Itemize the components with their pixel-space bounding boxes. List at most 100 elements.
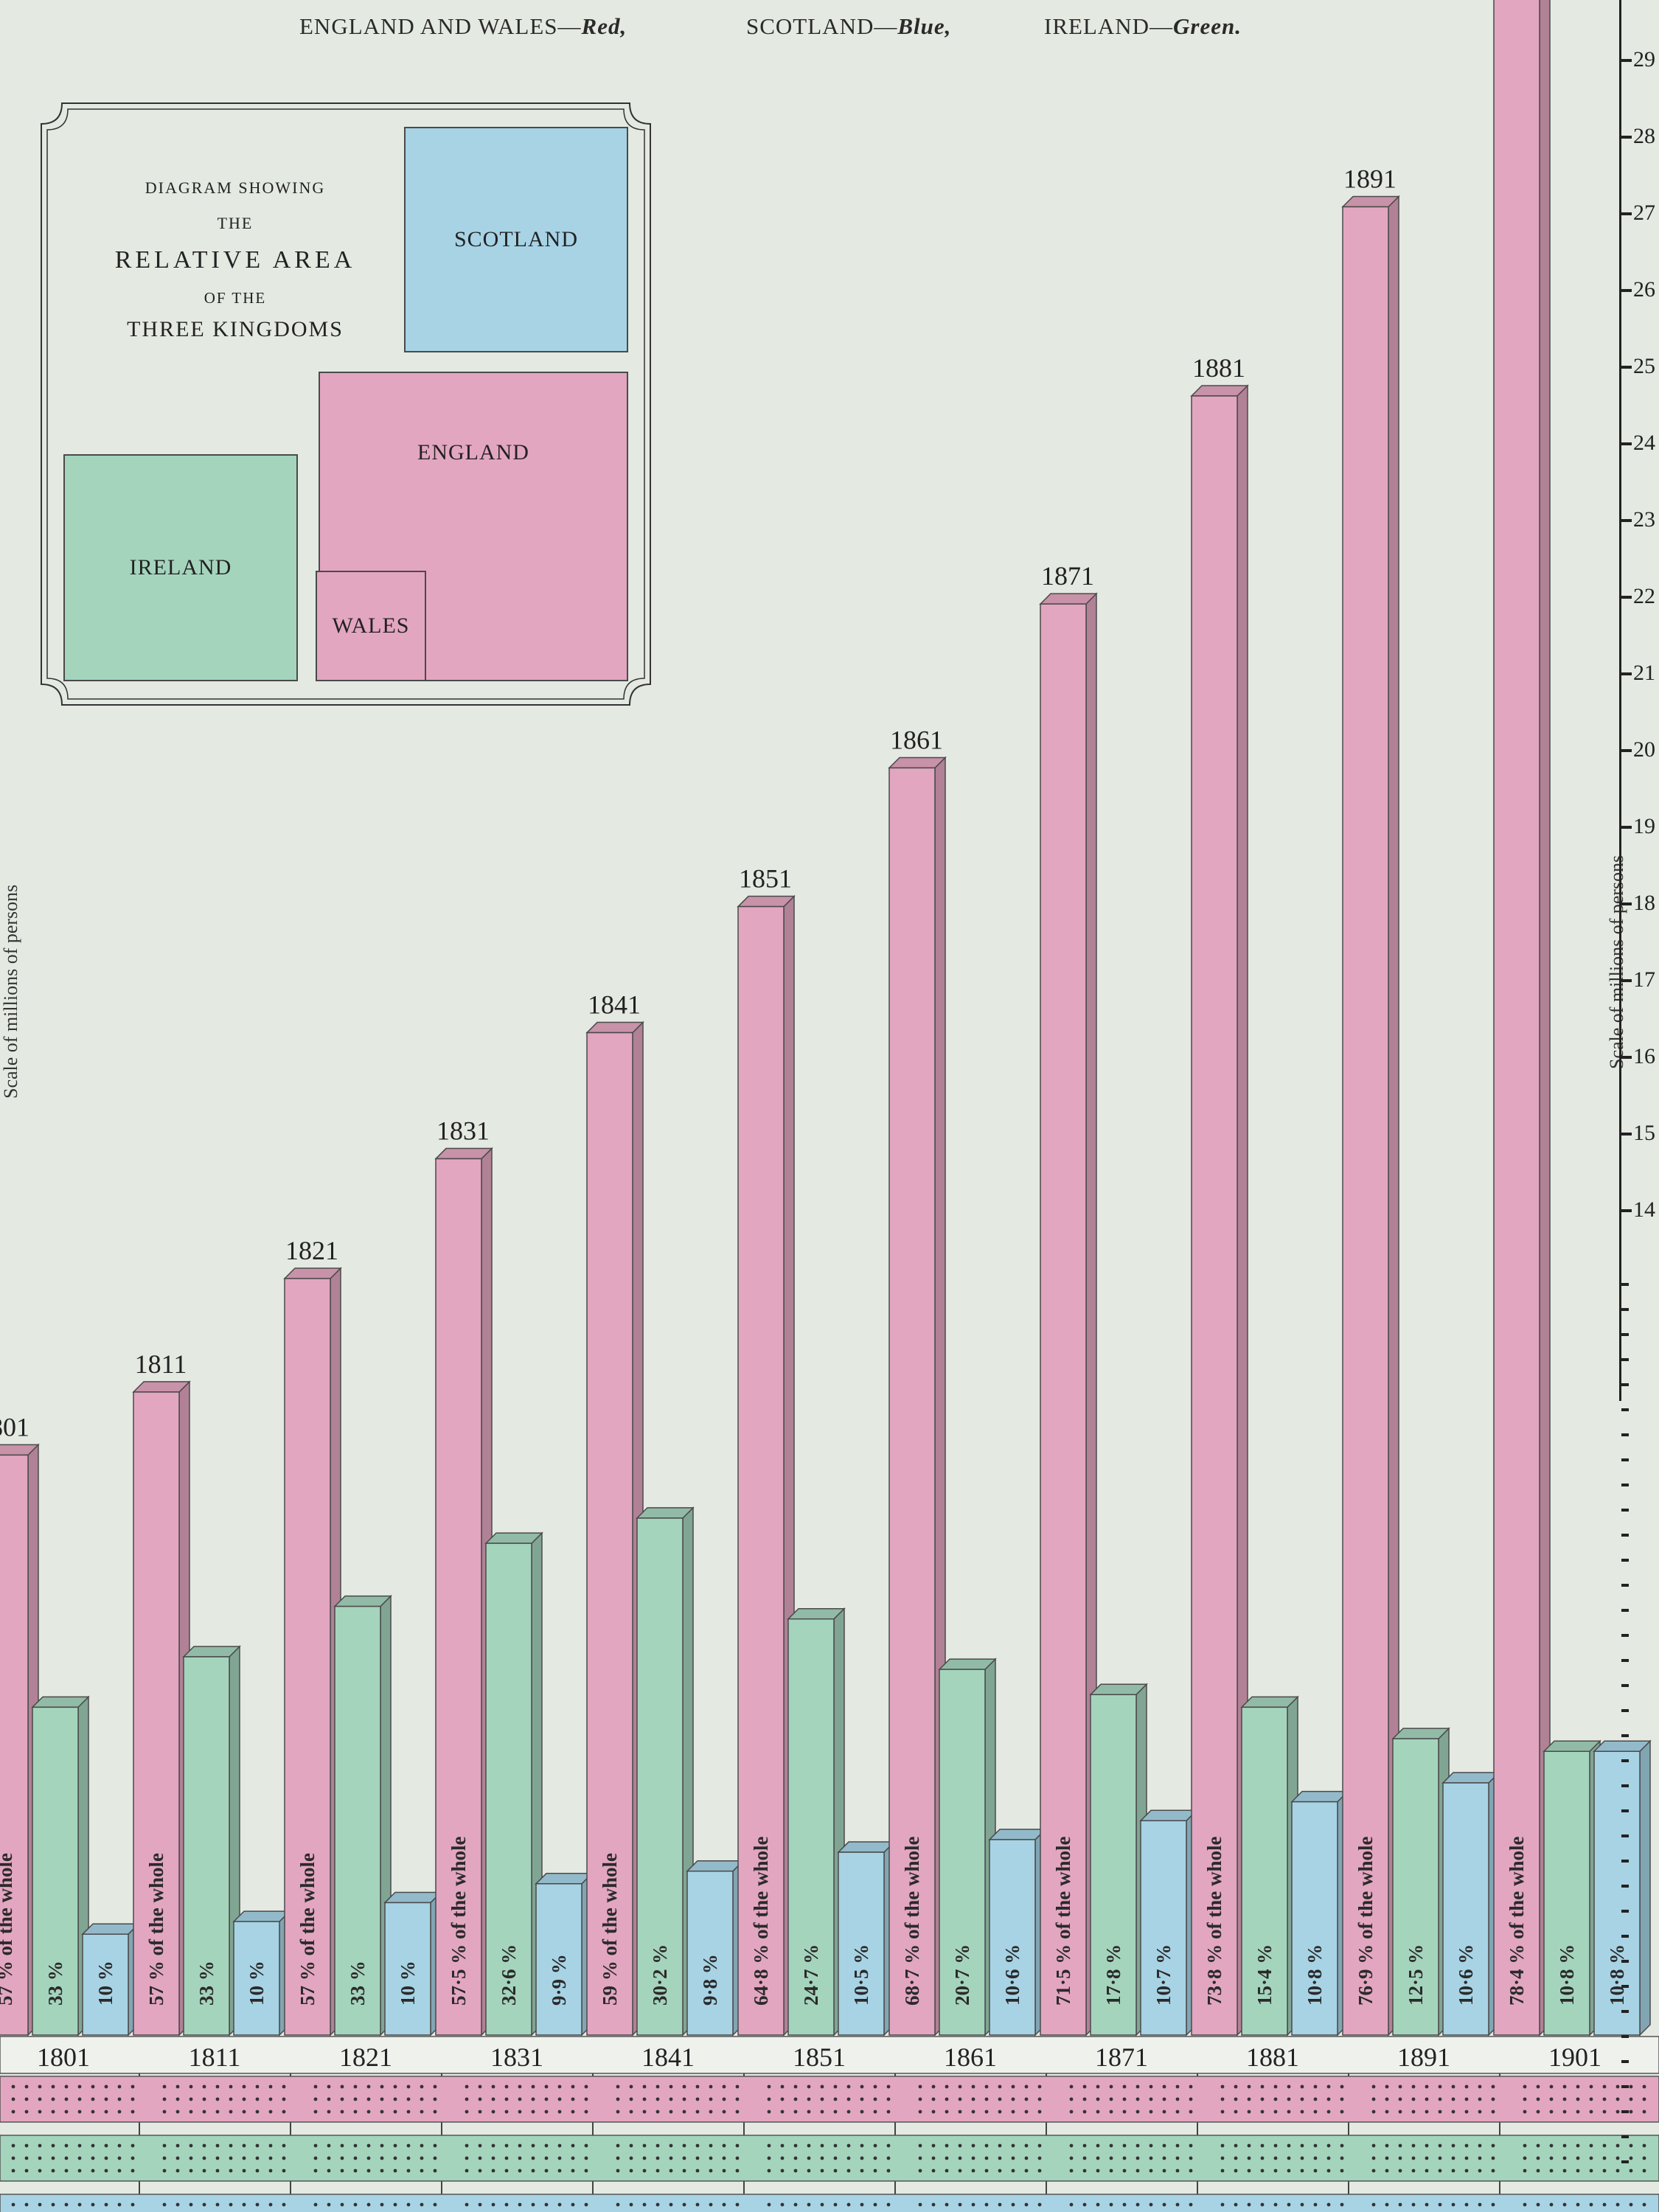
ruler-minor-tick xyxy=(1621,1709,1629,1712)
bar-england-and-wales-1881 xyxy=(1191,395,1238,2036)
bar-top xyxy=(837,1841,896,1853)
band-dot xyxy=(380,2097,384,2101)
band-dot xyxy=(1082,2202,1087,2207)
band-dot xyxy=(682,2156,686,2160)
band-dot xyxy=(366,2156,371,2160)
band-dot xyxy=(945,2084,949,2089)
band-dot xyxy=(189,2143,193,2148)
band-dot xyxy=(695,2097,700,2101)
band-dot xyxy=(669,2143,673,2148)
percent-label: 10·8 % xyxy=(1304,1944,1326,2006)
band-dot xyxy=(1340,2202,1344,2207)
band-dot xyxy=(918,2168,922,2173)
band-dot xyxy=(571,2110,575,2114)
band-dot xyxy=(846,2097,851,2101)
ruler-number: 21 xyxy=(1633,661,1655,685)
band-dot xyxy=(104,2156,108,2160)
band-dot xyxy=(1247,2143,1251,2148)
bar-england-and-wales-1861 xyxy=(888,767,936,2036)
ruler-number: 22 xyxy=(1633,584,1655,608)
band-dot xyxy=(886,2156,891,2160)
band-dot xyxy=(695,2110,700,2114)
band-dot xyxy=(1300,2084,1304,2089)
band-dot xyxy=(491,2168,495,2173)
ruler-minor-tick xyxy=(1621,1659,1629,1662)
ruler-minor-tick xyxy=(1621,1458,1629,1461)
band-dot xyxy=(793,2156,798,2160)
band-dot xyxy=(1615,2084,1620,2089)
band-dot xyxy=(1425,2202,1429,2207)
band-dot xyxy=(557,2084,562,2089)
ruler-number: 20 xyxy=(1633,737,1655,762)
band-dot xyxy=(104,2084,108,2089)
band-dot xyxy=(1326,2143,1331,2148)
band-dot xyxy=(629,2084,633,2089)
ruler-minor-tick xyxy=(1621,1509,1629,1512)
band-dot xyxy=(1451,2084,1455,2089)
band-dot xyxy=(1371,2110,1376,2114)
band-dot xyxy=(1549,2143,1554,2148)
band-dot xyxy=(1220,2143,1225,2148)
ruler-minor-tick xyxy=(1621,1634,1629,1637)
decade-label: 1871 xyxy=(1095,2042,1148,2072)
band-dot xyxy=(1220,2156,1225,2160)
band-dot xyxy=(1549,2084,1554,2089)
band-dot xyxy=(1220,2084,1225,2089)
band-dot xyxy=(1122,2202,1127,2207)
ruler-tick xyxy=(1621,366,1632,369)
band-dot xyxy=(1340,2143,1344,2148)
bar-top xyxy=(1139,1809,1198,1822)
band-dot xyxy=(340,2202,344,2207)
band-dot xyxy=(433,2097,437,2101)
band-dot xyxy=(366,2084,371,2089)
band-dot xyxy=(1326,2097,1331,2101)
bar-ireland-1841 xyxy=(636,1517,684,2036)
region-scotland: SCOTLAND xyxy=(404,127,628,352)
band-dot xyxy=(406,2168,411,2173)
band-dot xyxy=(282,2084,286,2089)
band-dot xyxy=(393,2143,397,2148)
band-dot xyxy=(669,2156,673,2160)
ruler-minor-tick xyxy=(1621,2060,1629,2063)
band-dot xyxy=(722,2097,726,2101)
band-dot xyxy=(282,2143,286,2148)
band-dot xyxy=(1549,2202,1554,2207)
band-dot xyxy=(1287,2202,1291,2207)
relative-area-diagram: DIAGRAM SHOWING THE RELATIVE AREA OF THE… xyxy=(40,102,652,706)
band-dot xyxy=(1234,2202,1238,2207)
band-dot xyxy=(420,2143,424,2148)
band-dot xyxy=(1464,2084,1469,2089)
percent-label: 33 % xyxy=(44,1961,66,2006)
band-dot xyxy=(807,2110,811,2114)
band-dot xyxy=(189,2202,193,2207)
bar-top xyxy=(232,1910,291,1922)
band-dot xyxy=(1313,2110,1318,2114)
band-dot xyxy=(971,2168,975,2173)
band-dot xyxy=(313,2084,318,2089)
band-dot xyxy=(629,2156,633,2160)
band-dot xyxy=(1425,2084,1429,2089)
band-dot xyxy=(1478,2143,1482,2148)
band-dot xyxy=(584,2084,588,2089)
band-dot xyxy=(1300,2097,1304,2101)
band-dot xyxy=(465,2202,469,2207)
ruler-number: 28 xyxy=(1633,124,1655,148)
band-dot xyxy=(682,2202,686,2207)
band-dot xyxy=(1602,2143,1607,2148)
band-dot xyxy=(478,2084,482,2089)
band-dot xyxy=(846,2143,851,2148)
band-dot xyxy=(465,2168,469,2173)
band-dot xyxy=(175,2110,180,2114)
band-dot xyxy=(393,2156,397,2160)
band-dot xyxy=(846,2202,851,2207)
band-dot xyxy=(557,2110,562,2114)
legend-scotland: SCOTLAND—Blue, xyxy=(746,13,952,39)
band-dot xyxy=(918,2156,922,2160)
bar-scotland-1811 xyxy=(233,1921,280,2036)
band-dot xyxy=(340,2168,344,2173)
band-dot xyxy=(709,2084,713,2089)
band-dot xyxy=(1326,2156,1331,2160)
band-dot xyxy=(767,2168,771,2173)
band-dot xyxy=(1398,2084,1402,2089)
band-dot xyxy=(1478,2168,1482,2173)
